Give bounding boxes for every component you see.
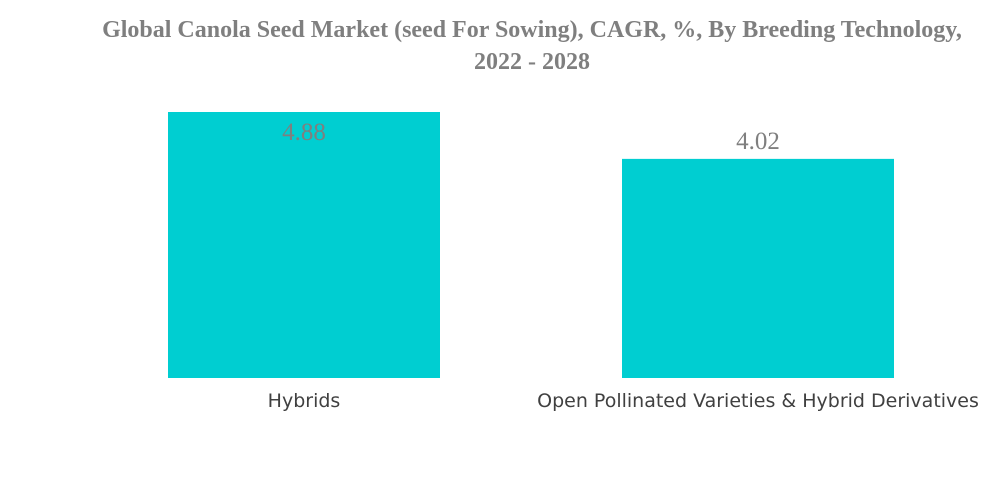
bars-group — [168, 112, 894, 378]
chart-title: Global Canola Seed Market (seed For Sowi… — [102, 17, 962, 75]
bar-2 — [622, 158, 894, 378]
category-label-2: Open Pollinated Varieties & Hybrid Deriv… — [537, 390, 979, 412]
bar-1 — [168, 112, 440, 378]
value-label-1: 4.88 — [282, 119, 326, 146]
value-labels-group: 4.88 4.02 — [282, 119, 780, 155]
category-labels-group: Hybrids Open Pollinated Varieties & Hybri… — [268, 390, 979, 412]
category-label-1: Hybrids — [268, 390, 341, 412]
value-label-2: 4.02 — [736, 128, 780, 155]
